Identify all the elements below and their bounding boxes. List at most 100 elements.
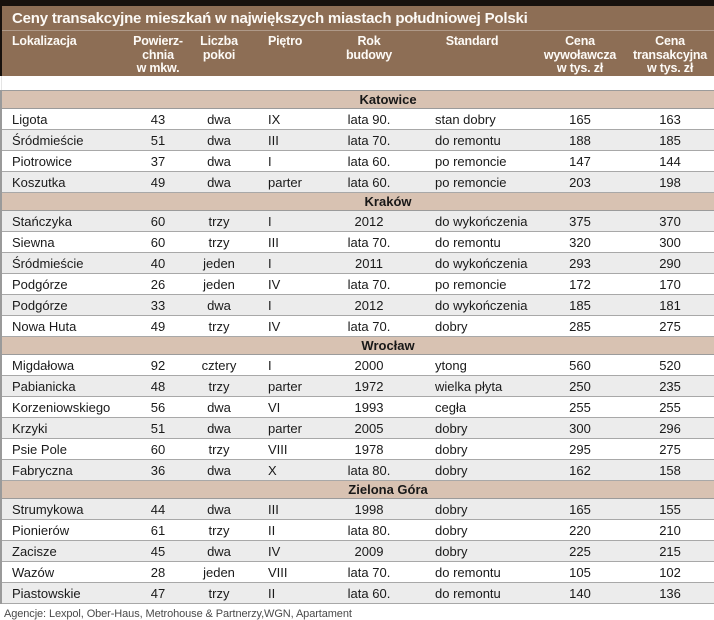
cell-standard: do wykończenia: [410, 294, 534, 316]
cell-pietro: parter: [250, 417, 328, 439]
cell-rok_budowy: lata 60.: [328, 582, 410, 604]
column-header-cena_wywolawcza: Cena wywoławcza w tys. zł: [534, 30, 626, 76]
cell-rok_budowy: lata 70.: [328, 273, 410, 295]
column-header-row: Lokalizacja Powierz-chnia w mkw. Liczba poko…: [0, 30, 714, 76]
cell-standard: dobry: [410, 315, 534, 337]
cell-lokalizacja: Podgórze: [0, 294, 128, 316]
cell-standard: cegła: [410, 396, 534, 418]
cell-liczba_pokoi: trzy: [188, 582, 250, 604]
cell-pietro: VI: [250, 396, 328, 418]
cell-cena_transakcyjna: 370: [626, 210, 714, 232]
cell-cena_wywolawcza: 220: [534, 519, 626, 541]
cell-lokalizacja: Piastowskie: [0, 582, 128, 604]
cell-powierzchnia: 60: [128, 438, 188, 460]
cell-pietro: I: [250, 294, 328, 316]
page-title: Ceny transakcyjne mieszkań w największyc…: [0, 6, 714, 31]
cell-standard: do remontu: [410, 561, 534, 583]
cell-pietro: III: [250, 129, 328, 151]
cell-powierzchnia: 60: [128, 231, 188, 253]
cell-powierzchnia: 36: [128, 459, 188, 481]
top-border-bar: [0, 0, 714, 6]
cell-liczba_pokoi: trzy: [188, 519, 250, 541]
column-header-liczba_pokoi: Liczba pokoi: [188, 30, 250, 76]
cell-lokalizacja: Korzeniowskiego: [0, 396, 128, 418]
cell-standard: do wykończenia: [410, 252, 534, 274]
cell-cena_wywolawcza: 105: [534, 561, 626, 583]
table-row: Śródmieście 51 dwa III lata 70. do remontu 188…: [0, 129, 714, 151]
cell-cena_wywolawcza: 203: [534, 171, 626, 193]
cell-cena_transakcyjna: 170: [626, 273, 714, 295]
table-row: Podgórze 33 dwa I 2012 do wykończenia 185 181: [0, 294, 714, 316]
cell-cena_wywolawcza: 147: [534, 150, 626, 172]
table-row: Podgórze 26 jeden IV lata 70. po remoncie 172 1…: [0, 273, 714, 295]
cell-standard: po remoncie: [410, 171, 534, 193]
cell-cena_transakcyjna: 215: [626, 540, 714, 562]
cell-cena_transakcyjna: 275: [626, 438, 714, 460]
cell-standard: do wykończenia: [410, 210, 534, 232]
table-row: Śródmieście 40 jeden I 2011 do wykończenia 293…: [0, 252, 714, 274]
cell-powierzchnia: 61: [128, 519, 188, 541]
header-gap-row: [0, 76, 714, 91]
cell-standard: do remontu: [410, 129, 534, 151]
cell-lokalizacja: Stańczyka: [0, 210, 128, 232]
cell-cena_wywolawcza: 188: [534, 129, 626, 151]
cell-standard: stan dobry: [410, 108, 534, 130]
cell-pietro: IV: [250, 540, 328, 562]
cell-pietro: I: [250, 252, 328, 274]
cell-cena_wywolawcza: 185: [534, 294, 626, 316]
cell-liczba_pokoi: trzy: [188, 375, 250, 397]
cell-cena_wywolawcza: 560: [534, 354, 626, 376]
cell-pietro: II: [250, 519, 328, 541]
cell-lokalizacja: Podgórze: [0, 273, 128, 295]
cell-lokalizacja: Pabianicka: [0, 375, 128, 397]
cell-lokalizacja: Strumykowa: [0, 498, 128, 520]
cell-liczba_pokoi: dwa: [188, 540, 250, 562]
header-gap: [0, 76, 714, 91]
column-header-powierzchnia: Powierz-chnia w mkw.: [128, 30, 188, 76]
cell-powierzchnia: 92: [128, 354, 188, 376]
cell-lokalizacja: Piotrowice: [0, 150, 128, 172]
cell-liczba_pokoi: cztery: [188, 354, 250, 376]
cell-pietro: II: [250, 582, 328, 604]
cell-rok_budowy: lata 80.: [328, 519, 410, 541]
cell-rok_budowy: 2011: [328, 252, 410, 274]
cell-cena_transakcyjna: 163: [626, 108, 714, 130]
cell-pietro: parter: [250, 375, 328, 397]
section-city-label: Kraków: [0, 192, 714, 211]
cell-powierzchnia: 44: [128, 498, 188, 520]
cell-rok_budowy: lata 90.: [328, 108, 410, 130]
cell-rok_budowy: 2005: [328, 417, 410, 439]
cell-rok_budowy: 1978: [328, 438, 410, 460]
cell-lokalizacja: Koszutka: [0, 171, 128, 193]
cell-liczba_pokoi: dwa: [188, 498, 250, 520]
cell-powierzchnia: 49: [128, 171, 188, 193]
cell-powierzchnia: 47: [128, 582, 188, 604]
cell-lokalizacja: Wazów: [0, 561, 128, 583]
table-body: Katowice Ligota 43 dwa IX lata 90. stan dobry 1…: [0, 90, 714, 604]
table-row: Krzyki 51 dwa parter 2005 dobry 300 296: [0, 417, 714, 439]
cell-cena_transakcyjna: 235: [626, 375, 714, 397]
table-row: Migdałowa 92 cztery I 2000 ytong 560 520: [0, 354, 714, 376]
table-row: Stańczyka 60 trzy I 2012 do wykończenia 375 370: [0, 210, 714, 232]
cell-cena_transakcyjna: 275: [626, 315, 714, 337]
cell-rok_budowy: lata 70.: [328, 561, 410, 583]
table-row: Pabianicka 48 trzy parter 1972 wielka płyta 25…: [0, 375, 714, 397]
cell-lokalizacja: Śródmieście: [0, 252, 128, 274]
section-band-row: Kraków: [0, 192, 714, 211]
cell-cena_wywolawcza: 375: [534, 210, 626, 232]
cell-lokalizacja: Pionierów: [0, 519, 128, 541]
cell-liczba_pokoi: trzy: [188, 231, 250, 253]
section-band-row: Wrocław: [0, 336, 714, 355]
cell-rok_budowy: 2012: [328, 294, 410, 316]
cell-standard: do remontu: [410, 582, 534, 604]
cell-cena_wywolawcza: 162: [534, 459, 626, 481]
cell-liczba_pokoi: dwa: [188, 108, 250, 130]
table-row: Pionierów 61 trzy II lata 80. dobry 220 210: [0, 519, 714, 541]
table-row: Korzeniowskiego 56 dwa VI 1993 cegła 255 255: [0, 396, 714, 418]
table-row: Wazów 28 jeden VIII lata 70. do remontu 105 102: [0, 561, 714, 583]
cell-rok_budowy: lata 60.: [328, 150, 410, 172]
cell-cena_transakcyjna: 144: [626, 150, 714, 172]
cell-rok_budowy: 2012: [328, 210, 410, 232]
